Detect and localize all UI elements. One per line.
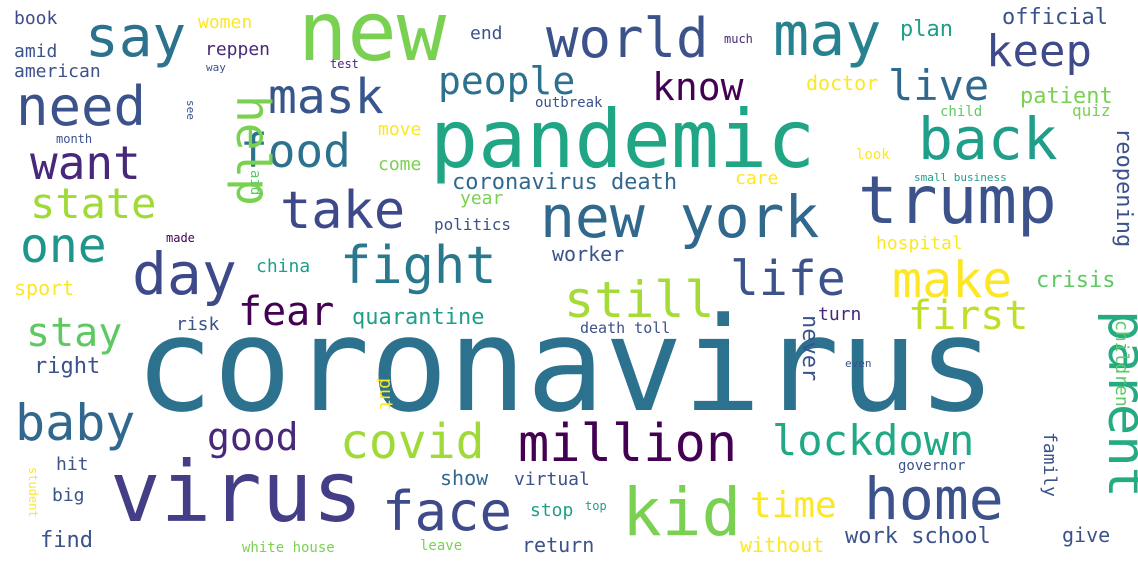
word-small-business: small business bbox=[914, 171, 1007, 184]
word-year: year bbox=[460, 188, 504, 209]
word-plan: plan bbox=[900, 17, 953, 42]
word-back: back bbox=[918, 105, 1058, 173]
word-children: children bbox=[1111, 320, 1132, 407]
word-find: find bbox=[40, 528, 93, 553]
word-crisis: crisis bbox=[1036, 268, 1116, 293]
word-face: face bbox=[382, 480, 513, 543]
word-care: care bbox=[735, 168, 779, 189]
word-right: right bbox=[34, 354, 101, 379]
word-book: book bbox=[14, 8, 58, 29]
word-move: move bbox=[378, 119, 422, 140]
word-patient: patient bbox=[1020, 84, 1113, 109]
word-million: million bbox=[518, 414, 738, 474]
word-state: state bbox=[30, 179, 157, 228]
word-test: test bbox=[330, 57, 359, 71]
word-covid: covid bbox=[340, 414, 485, 470]
word-even: even bbox=[845, 357, 872, 370]
word-stop: stop bbox=[530, 500, 574, 521]
word-come: come bbox=[378, 154, 422, 175]
word-death-toll: death toll bbox=[580, 319, 671, 337]
word-home: home bbox=[864, 465, 1004, 533]
word-stay: stay bbox=[26, 310, 123, 356]
word-know: know bbox=[652, 65, 744, 109]
word-white-house: white house bbox=[242, 540, 335, 556]
word-amid: amid bbox=[14, 41, 58, 62]
word-reppen: reppen bbox=[205, 39, 271, 60]
word-need: need bbox=[16, 75, 147, 138]
word-coronavirus: coronavirus bbox=[135, 289, 996, 441]
word-life: life bbox=[730, 251, 846, 307]
word-way: way bbox=[206, 61, 226, 74]
word-time: time bbox=[750, 485, 837, 526]
word-governor: governor bbox=[898, 458, 966, 474]
word-without: without bbox=[740, 533, 825, 557]
word-look: look bbox=[856, 147, 890, 163]
word-coronavirus-death: coronavirus death bbox=[452, 170, 678, 195]
word-show: show bbox=[440, 466, 489, 490]
word-leave: leave bbox=[420, 538, 463, 554]
word-world: world bbox=[546, 7, 709, 70]
word-women: women bbox=[198, 12, 253, 33]
word-hospital: hospital bbox=[876, 233, 963, 254]
word-new-york: new york bbox=[540, 183, 820, 251]
word-one: one bbox=[20, 218, 107, 274]
word-lockdown: lockdown bbox=[772, 416, 975, 465]
word-baby: baby bbox=[15, 394, 136, 452]
word-family: family bbox=[1039, 432, 1060, 498]
word-mask: mask bbox=[268, 69, 384, 125]
word-politics: politics bbox=[434, 215, 512, 234]
word-take: take bbox=[280, 181, 406, 241]
word-month: month bbox=[56, 132, 93, 146]
word-end: end bbox=[470, 23, 503, 44]
word-risk: risk bbox=[176, 314, 220, 335]
word-virtual: virtual bbox=[514, 469, 590, 490]
word-sport: sport bbox=[14, 276, 75, 300]
word-day: day bbox=[132, 240, 237, 308]
word-food: food bbox=[240, 124, 351, 178]
word-top: top bbox=[585, 499, 607, 513]
word-see: see bbox=[184, 100, 197, 120]
word-reopening: reopening bbox=[1111, 128, 1136, 248]
word-made: made bbox=[166, 231, 195, 245]
word-may: may bbox=[773, 0, 882, 70]
word-big: big bbox=[52, 485, 85, 506]
word-never: never bbox=[797, 315, 822, 382]
word-live: live bbox=[888, 61, 990, 110]
word-worker: worker bbox=[552, 242, 625, 266]
word-work-school: work school bbox=[845, 524, 991, 549]
word-pandemic: pandemic bbox=[430, 93, 816, 186]
word-student: student bbox=[26, 467, 40, 518]
word-kid: kid bbox=[622, 474, 742, 551]
word-first: first bbox=[908, 293, 1029, 339]
word-child: child bbox=[940, 104, 983, 120]
word-people: people bbox=[438, 59, 576, 103]
word-give: give bbox=[1062, 523, 1111, 547]
word-china: china bbox=[256, 256, 311, 277]
word-official: official bbox=[1002, 5, 1108, 30]
word-outbreak: outbreak bbox=[535, 95, 603, 111]
word-turn: turn bbox=[818, 304, 862, 325]
word-make: make bbox=[892, 251, 1013, 309]
word-say: say bbox=[85, 5, 187, 70]
word-still: still bbox=[564, 271, 715, 329]
word-much: much bbox=[724, 32, 753, 46]
word-hit: hit bbox=[56, 454, 89, 475]
word-want: want bbox=[30, 136, 141, 190]
word-keep: keep bbox=[986, 26, 1092, 77]
word-doctor: doctor bbox=[806, 71, 879, 95]
word-good: good bbox=[207, 415, 299, 459]
word-new: new bbox=[298, 0, 447, 80]
word-fear: fear bbox=[238, 289, 335, 335]
word-american: american bbox=[14, 61, 101, 82]
word-fight: fight bbox=[340, 236, 497, 296]
word-quiz: quiz bbox=[1072, 101, 1111, 120]
word-aid: aid bbox=[247, 170, 263, 196]
word-trump: trump bbox=[858, 162, 1057, 239]
word-return: return bbox=[522, 533, 595, 557]
word-quarantine: quarantine bbox=[352, 305, 485, 330]
word-put: put bbox=[375, 378, 396, 411]
word-virus: virus bbox=[110, 443, 363, 541]
